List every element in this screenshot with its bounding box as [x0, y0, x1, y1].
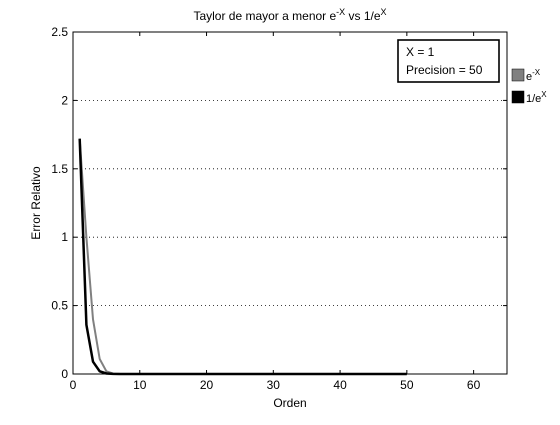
x-tick-label: 30 — [267, 378, 281, 392]
x-tick-label: 60 — [467, 378, 481, 392]
annotation-line-2: Precision = 50 — [406, 63, 483, 77]
chart-title: Taylor de mayor a menor e-X vs 1/eX — [193, 7, 386, 23]
x-tick-label: 10 — [133, 378, 147, 392]
x-axis-label: Orden — [273, 396, 306, 410]
legend-swatch-inv-e-x — [512, 91, 524, 103]
y-tick-label: 1 — [61, 230, 68, 244]
y-tick-label: 2.5 — [51, 25, 68, 39]
y-tick-label: 0.5 — [51, 299, 68, 313]
annotation-line-1: X = 1 — [406, 45, 435, 59]
x-tick-label: 0 — [70, 378, 77, 392]
x-tick-label: 50 — [400, 378, 414, 392]
y-axis-label: Error Relativo — [29, 166, 43, 240]
y-tick-label: 0 — [61, 367, 68, 381]
x-tick-label: 20 — [200, 378, 214, 392]
plot-area — [73, 32, 507, 374]
y-tick-label: 2 — [61, 93, 68, 107]
legend-swatch-e-neg-x — [512, 69, 524, 81]
y-tick-label: 1.5 — [51, 162, 68, 176]
annotation-box: X = 1 Precision = 50 — [398, 40, 499, 82]
x-tick-label: 40 — [333, 378, 347, 392]
